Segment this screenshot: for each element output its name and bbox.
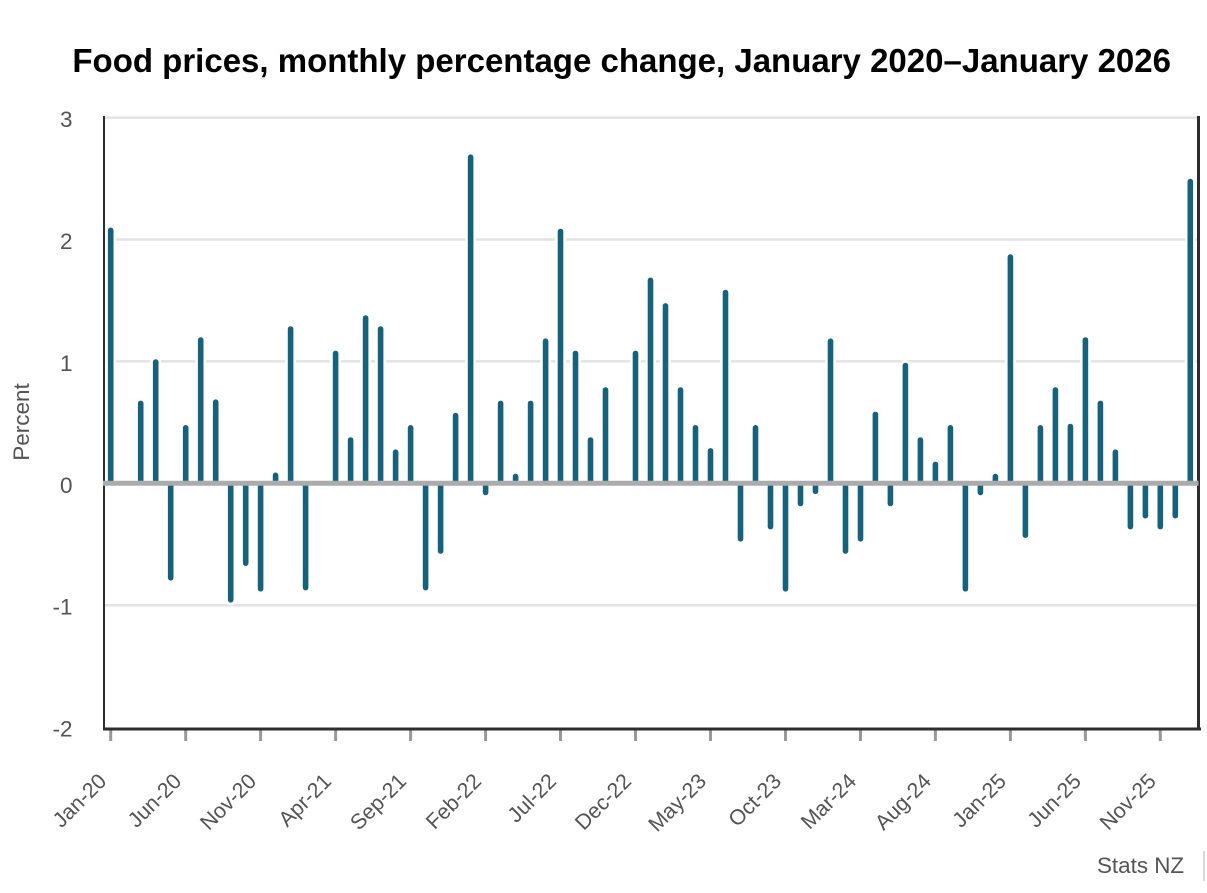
svg-text:2: 2 (60, 229, 73, 254)
svg-text:1: 1 (60, 351, 73, 376)
svg-text:Food prices, monthly percentag: Food prices, monthly percentage change, … (72, 42, 1171, 79)
svg-text:3: 3 (60, 107, 73, 132)
svg-text:0: 0 (60, 473, 73, 498)
svg-text:Stats NZ: Stats NZ (1097, 853, 1184, 878)
svg-text:-1: -1 (52, 595, 72, 620)
svg-text:Percent: Percent (9, 382, 34, 460)
svg-text:-2: -2 (52, 717, 72, 742)
